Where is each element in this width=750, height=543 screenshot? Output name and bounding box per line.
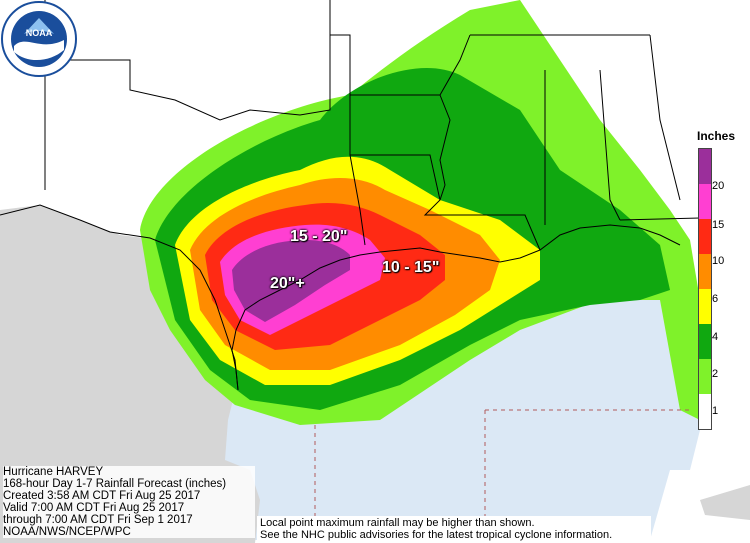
legend-tick-2: 2 — [712, 368, 719, 380]
noaa-logo-text: NOAA — [26, 28, 53, 38]
legend-tick-10: 10 — [712, 255, 725, 267]
mississippi-river — [439, 94, 451, 201]
note-line-1: Local point maximum rainfall may be high… — [260, 517, 535, 529]
storm-title: Hurricane HARVEY — [3, 466, 104, 478]
legend-tick-6: 6 — [712, 293, 719, 305]
legend-swatch-15 — [699, 184, 711, 219]
island-land — [700, 485, 750, 520]
borders — [0, 0, 701, 391]
ms-al-border — [544, 69, 621, 225]
through-time: through 7:00 AM CDT Fri Sep 1 2017 — [3, 514, 193, 526]
forecast-info: Hurricane HARVEY 168-hour Day 1-7 Rainfa… — [3, 466, 255, 538]
legend-tick-4: 4 — [712, 331, 719, 343]
legend-title: Inches — [697, 129, 736, 143]
legend-swatch-4 — [699, 289, 711, 324]
mexico-border — [0, 204, 239, 391]
credit-line: NOAA/NWS/NCEP/WPC — [3, 526, 131, 538]
arkansas-border — [330, 34, 471, 96]
contour-20in — [232, 240, 350, 322]
legend-tick-1: 1 — [712, 405, 719, 417]
disclaimer-note: Local point maximum rainfall may be high… — [257, 516, 651, 542]
texas-coast — [231, 224, 681, 391]
legend-swatch-6 — [699, 254, 711, 289]
label-center-max: 20"+ — [270, 275, 305, 292]
florida-panhandle — [619, 217, 701, 221]
noaa-logo: NOAA — [1, 1, 77, 77]
legend-swatch-20 — [699, 149, 711, 184]
product-title: 168-hour Day 1-7 Rainfall Forecast (inch… — [3, 478, 227, 490]
legend-swatch-10 — [699, 219, 711, 254]
valid-time: Valid 7:00 AM CDT Fri Aug 25 2017 — [3, 502, 185, 514]
ga-border — [649, 34, 681, 201]
legend-tick-20: 20 — [712, 180, 725, 192]
label-east-range: 10 - 15" — [382, 259, 440, 276]
eez-lines — [314, 409, 690, 540]
louisiana-border — [350, 154, 541, 251]
label-upper-range: 15 - 20" — [290, 228, 348, 245]
legend-scale — [698, 148, 712, 430]
legend-swatch-1 — [699, 359, 711, 394]
legend-tick-15: 15 — [712, 219, 725, 231]
texas-east-border — [349, 95, 366, 246]
legend-swatch-2 — [699, 324, 711, 359]
created-time: Created 3:58 AM CDT Fri Aug 25 2017 — [3, 490, 201, 502]
note-line-2: See the NHC public advisories for the la… — [260, 529, 613, 541]
legend-swatch-0 — [699, 394, 711, 429]
